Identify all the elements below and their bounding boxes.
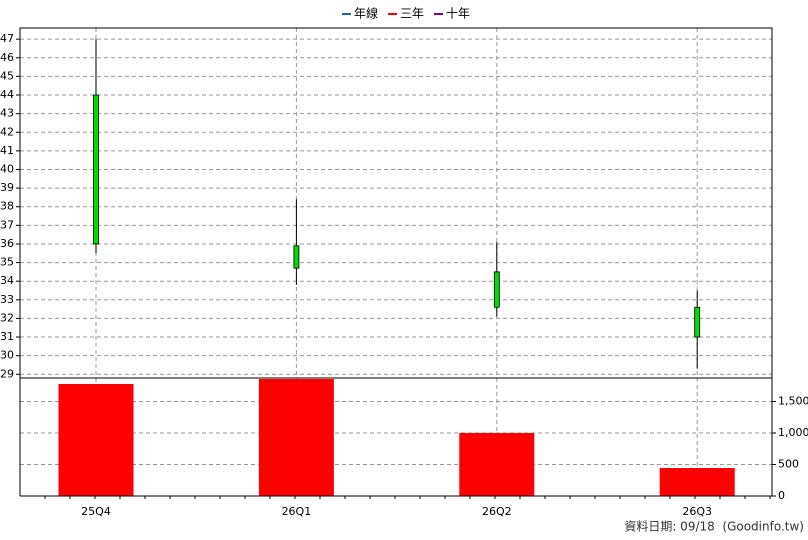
bar — [659, 468, 735, 496]
y-tick-label: 31 — [0, 330, 14, 343]
legend-label: 三年 — [400, 7, 424, 21]
y-tick-label: 30 — [0, 349, 14, 362]
y2-tick-label: 500 — [778, 457, 799, 470]
y-tick-label: 44 — [0, 88, 14, 101]
candle-body — [694, 306, 701, 338]
bar — [58, 383, 134, 496]
y-tick-label: 37 — [0, 218, 14, 231]
y2-tick-label: 1,500 — [778, 394, 808, 407]
x-tick-label: 26Q1 — [282, 505, 312, 518]
x-tick-label: 25Q4 — [81, 505, 111, 518]
y-tick-label: 29 — [0, 367, 14, 380]
candle-body — [493, 271, 500, 308]
bar — [459, 432, 535, 496]
y-tick-label: 46 — [0, 51, 14, 64]
bar — [258, 379, 334, 496]
y2-tick-label: 1,000 — [778, 426, 808, 439]
y-tick-label: 39 — [0, 181, 14, 194]
x-tick-label: 26Q2 — [482, 505, 512, 518]
candle-body — [93, 94, 99, 245]
legend-label: 年線 — [354, 6, 378, 21]
y-tick-label: 36 — [0, 237, 14, 250]
y-tick-label: 40 — [0, 162, 14, 175]
y-tick-label: 45 — [0, 69, 14, 82]
y-tick-label: 32 — [0, 311, 14, 324]
candle-body — [293, 245, 300, 269]
y2-tick-label: 0 — [778, 489, 785, 502]
y-tick-label: 43 — [0, 107, 14, 120]
y-tick-label: 47 — [0, 32, 14, 45]
plot-frame — [19, 27, 773, 379]
x-tick-label: 26Q3 — [682, 505, 712, 518]
y-tick-label: 42 — [0, 125, 14, 138]
y-tick-label: 35 — [0, 256, 14, 269]
y-tick-label: 33 — [0, 293, 14, 306]
y-tick-label: 41 — [0, 144, 14, 157]
y-tick-label: 38 — [0, 200, 14, 213]
legend-label: 十年 — [446, 7, 470, 21]
y-tick-label: 34 — [0, 274, 14, 287]
footer: 資料日期: 09/18 (Goodinfo.tw) — [624, 520, 804, 534]
